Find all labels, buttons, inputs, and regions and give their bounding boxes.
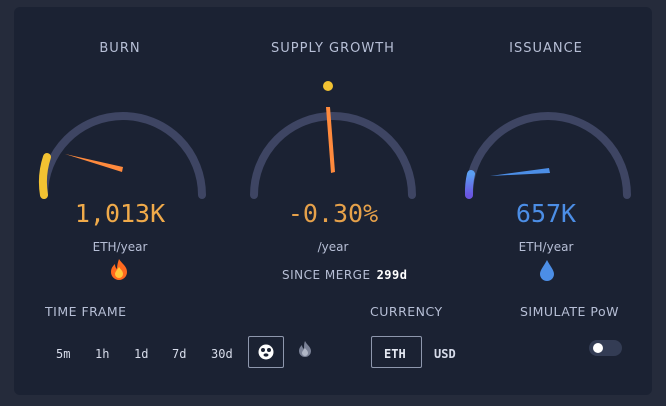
timeframe-1d[interactable]: 1d — [134, 347, 149, 361]
dashboard-card: BURN 1,013K ETH/year SUPPLY GROWTH -0.30… — [14, 7, 652, 395]
issuance-value: 657K — [515, 199, 577, 228]
ultrasound-icon — [258, 344, 274, 360]
supply-unit: /year — [317, 240, 349, 254]
droplet-icon — [540, 260, 554, 281]
since-merge: SINCE MERGE 299d — [282, 268, 407, 282]
burn-value: 1,013K — [74, 199, 166, 228]
supply-value: -0.30% — [287, 199, 379, 228]
issuance-title: ISSUANCE — [509, 41, 583, 56]
burn-gauge-fill — [38, 153, 51, 199]
timeframe-7d[interactable]: 7d — [172, 347, 187, 361]
burn-gauge — [38, 112, 206, 199]
supply-gauge — [250, 81, 416, 199]
supply-gauge-track — [250, 112, 416, 199]
burn-gauge-track — [40, 112, 206, 199]
supply-needle — [326, 107, 335, 173]
currency-eth-button[interactable]: ETH — [371, 336, 422, 368]
simulate-pow-label: SIMULATE PoW — [520, 304, 619, 319]
timeframe-label: TIME FRAME — [45, 304, 127, 319]
currency-eth-label: ETH — [384, 347, 406, 361]
simulate-pow-toggle[interactable] — [589, 340, 622, 356]
fire-icon — [111, 259, 127, 280]
currency-usd-button[interactable]: USD — [434, 347, 456, 361]
issuance-gauge — [464, 112, 631, 199]
supply-title: SUPPLY GROWTH — [271, 41, 395, 56]
timeframe-1h[interactable]: 1h — [95, 347, 110, 361]
burn-unit: ETH/year — [92, 240, 148, 254]
currency-label: CURRENCY — [370, 304, 443, 319]
since-merge-value: 299d — [376, 268, 408, 282]
since-merge-label: SINCE MERGE — [282, 268, 371, 282]
issuance-unit: ETH/year — [518, 240, 574, 254]
timeframe-30d[interactable]: 30d — [211, 347, 233, 361]
issuance-gauge-track — [465, 112, 631, 199]
burn-title: BURN — [99, 41, 141, 56]
timeframe-ultrasound-button[interactable] — [248, 336, 284, 368]
burn-needle — [65, 154, 123, 172]
issuance-gauge-fill — [464, 170, 475, 199]
issuance-needle — [490, 168, 550, 176]
timeframe-fire-button[interactable] — [297, 340, 313, 358]
supply-gauge-marker — [323, 81, 333, 91]
timeframe-5m[interactable]: 5m — [56, 347, 71, 361]
toggle-knob — [593, 343, 603, 353]
